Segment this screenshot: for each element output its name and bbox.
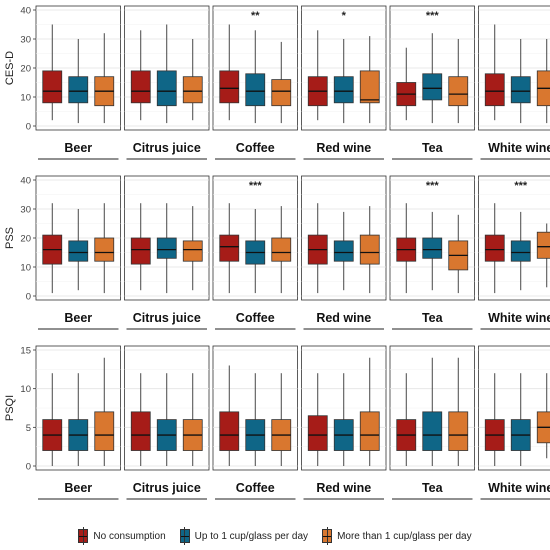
- box: [307, 415, 328, 451]
- category-label: Coffee: [236, 481, 275, 495]
- box: [219, 234, 240, 262]
- y-tick-label: 10: [20, 384, 31, 395]
- box: [219, 411, 240, 451]
- significance-marker: **: [251, 10, 260, 22]
- box: [271, 79, 292, 107]
- category-label: Tea: [422, 141, 444, 155]
- y-tick-label: 0: [26, 122, 31, 133]
- legend-item-more-than-1: More than 1 cup/glass per day: [322, 527, 472, 545]
- box: [42, 70, 63, 104]
- box: [448, 411, 469, 451]
- box: [359, 70, 380, 104]
- box: [219, 70, 240, 104]
- y-tick-label: 40: [20, 176, 31, 187]
- significance-marker: ***: [514, 180, 528, 192]
- legend-label-up-to-1: Up to 1 cup/glass per day: [194, 530, 309, 542]
- y-tick-label: 20: [20, 64, 31, 75]
- significance-marker: ***: [249, 180, 263, 192]
- box: [333, 240, 354, 262]
- box: [359, 234, 380, 265]
- box: [156, 237, 177, 259]
- box: [94, 237, 115, 262]
- y-tick-label: 30: [20, 35, 31, 46]
- category-label: White wine: [488, 141, 550, 155]
- category-label: Coffee: [236, 141, 275, 155]
- box: [510, 240, 531, 262]
- box: [510, 76, 531, 104]
- box: [68, 240, 89, 262]
- category-label: Beer: [64, 141, 92, 155]
- box: [484, 234, 505, 262]
- y-tick-label: 15: [20, 346, 31, 357]
- box: [130, 411, 151, 451]
- significance-marker: *: [342, 10, 347, 22]
- box: [422, 237, 443, 259]
- y-tick-label: 20: [20, 234, 31, 245]
- box: [182, 76, 203, 104]
- y-tick-label: 0: [26, 462, 31, 473]
- legend-swatch-up-to-1: [179, 527, 190, 545]
- category-label: Coffee: [236, 311, 275, 325]
- category-label: Citrus juice: [133, 311, 201, 325]
- box: [484, 73, 505, 107]
- category-label: Red wine: [316, 311, 371, 325]
- box: [333, 76, 354, 104]
- category-label: White wine: [488, 481, 550, 495]
- box: [536, 231, 550, 259]
- category-label: White wine: [488, 311, 550, 325]
- box: [68, 76, 89, 104]
- y-tick-label: 5: [26, 423, 31, 434]
- legend-item-no-consumption: No consumption: [78, 527, 166, 545]
- box: [448, 76, 469, 107]
- y-axis-label-ces-d: CES-D: [4, 51, 16, 85]
- box: [271, 237, 292, 262]
- legend-item-up-to-1: Up to 1 cup/glass per day: [179, 527, 309, 545]
- box: [422, 411, 443, 451]
- box: [245, 73, 266, 107]
- legend-swatch-no-consumption: [78, 527, 89, 545]
- y-tick-label: 10: [20, 263, 31, 274]
- category-label: Red wine: [316, 141, 371, 155]
- box: [130, 70, 151, 104]
- category-label: Red wine: [316, 481, 371, 495]
- category-label: Tea: [422, 481, 444, 495]
- box: [182, 240, 203, 262]
- significance-marker: ***: [426, 10, 440, 22]
- legend-label-more-than-1: More than 1 cup/glass per day: [337, 530, 472, 542]
- legend-swatch-more-than-1: [322, 527, 333, 545]
- box: [156, 70, 177, 107]
- y-tick-label: 10: [20, 93, 31, 104]
- y-tick-label: 0: [26, 292, 31, 303]
- y-axis-label-pss: PSS: [4, 227, 16, 249]
- box: [422, 73, 443, 101]
- box: [359, 411, 380, 451]
- boxplot-figure: CES-D Beer Citrus juice ** Coffee * Red wine **…: [4, 6, 550, 500]
- significance-marker: ***: [426, 180, 440, 192]
- y-axis-label-psqi: PSQI: [4, 395, 16, 421]
- y-tick-label: 30: [20, 205, 31, 216]
- category-label: Citrus juice: [133, 141, 201, 155]
- box: [130, 237, 151, 265]
- y-tick-label: 40: [20, 6, 31, 17]
- box: [94, 411, 115, 451]
- category-label: Tea: [422, 311, 444, 325]
- legend: No consumption Up to 1 cup/glass per day…: [0, 525, 550, 547]
- category-label: Citrus juice: [133, 481, 201, 495]
- legend-label-no-consumption: No consumption: [93, 530, 166, 542]
- category-label: Beer: [64, 481, 92, 495]
- category-label: Beer: [64, 311, 92, 325]
